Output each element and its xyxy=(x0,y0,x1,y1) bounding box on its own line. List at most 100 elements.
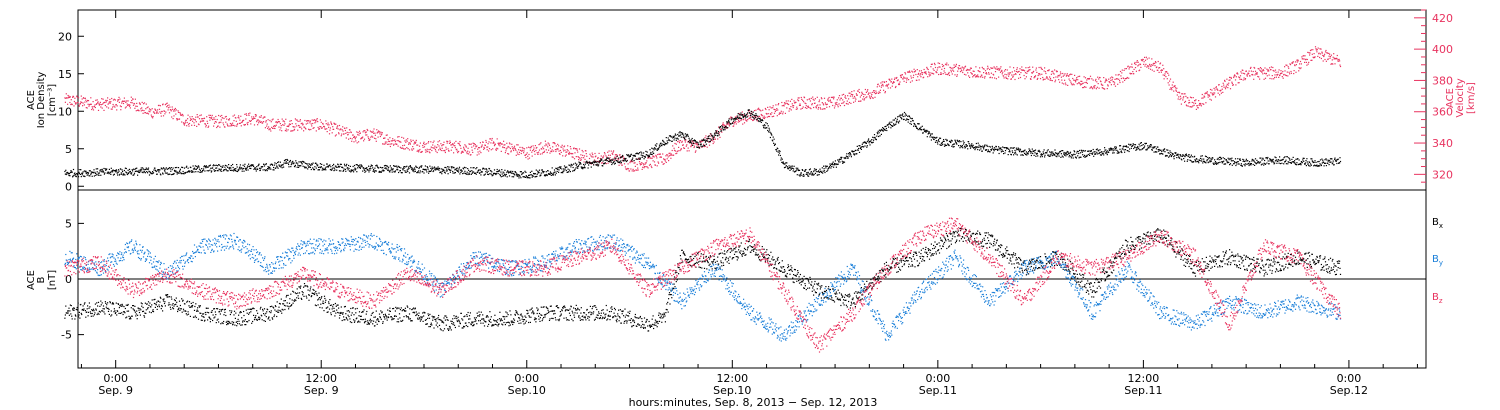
velocity-series-point xyxy=(1177,98,1179,100)
velocity-series-point xyxy=(575,156,577,158)
velocity-series-point xyxy=(648,164,651,166)
velocity-series-point xyxy=(626,168,628,171)
velocity-series-point xyxy=(386,134,388,136)
velocity-series-point xyxy=(868,95,871,97)
velocity-series-point xyxy=(223,124,225,126)
velocity-series-point xyxy=(544,140,546,142)
velocity-series-point xyxy=(677,150,679,152)
density-series-point xyxy=(464,170,466,172)
velocity-series-point xyxy=(90,103,92,105)
density-series-point xyxy=(745,116,747,118)
density-series-point xyxy=(663,141,665,143)
density-series-point xyxy=(762,124,764,127)
velocity-series-point xyxy=(159,105,161,107)
velocity-series-point xyxy=(533,149,535,151)
velocity-series-point xyxy=(961,66,963,68)
density-series-point xyxy=(638,157,640,159)
density-series-point xyxy=(987,151,989,153)
density-series-point xyxy=(223,169,226,171)
density-series-point xyxy=(259,169,261,171)
velocity-series-point xyxy=(668,152,670,154)
density-series-point xyxy=(299,161,301,163)
top-right-ytick-label: 320 xyxy=(1432,168,1453,181)
density-series-point xyxy=(460,169,462,171)
density-series-point xyxy=(1022,150,1024,152)
velocity-series-point xyxy=(634,165,636,167)
velocity-series-point xyxy=(1202,97,1204,99)
velocity-series-point xyxy=(512,148,514,150)
velocity-series-point xyxy=(1000,66,1002,68)
velocity-series-point xyxy=(580,154,582,156)
velocity-series-point xyxy=(85,99,87,101)
density-series-point xyxy=(759,120,761,122)
velocity-series-point xyxy=(507,145,509,148)
density-series-point xyxy=(628,156,631,158)
velocity-series-point xyxy=(480,152,482,154)
velocity-series-point xyxy=(433,147,436,149)
velocity-series-point xyxy=(468,153,470,155)
velocity-series-point xyxy=(844,96,846,98)
density-series-point xyxy=(658,144,661,146)
density-series-point xyxy=(639,158,641,160)
velocity-series-point xyxy=(542,151,544,154)
density-series-point xyxy=(349,165,351,167)
density-series-point xyxy=(600,159,602,161)
density-series-point xyxy=(251,164,253,166)
velocity-series-point xyxy=(182,115,184,117)
velocity-series-point xyxy=(666,154,668,156)
velocity-series-point xyxy=(876,92,878,94)
velocity-series-point xyxy=(1169,80,1171,82)
velocity-series-point xyxy=(175,113,177,115)
velocity-series-point xyxy=(768,115,771,118)
density-series-point xyxy=(588,164,590,166)
density-series-point xyxy=(459,173,461,175)
velocity-series-point xyxy=(1089,87,1091,89)
velocity-series-point xyxy=(707,138,709,140)
velocity-series-point xyxy=(1271,78,1273,80)
density-series-point xyxy=(445,170,447,172)
density-series-point xyxy=(687,134,689,136)
density-series-point xyxy=(835,163,837,165)
density-series-point xyxy=(574,162,576,164)
velocity-series-point xyxy=(925,71,927,73)
velocity-series-point xyxy=(284,130,286,132)
velocity-series-point xyxy=(583,157,585,159)
velocity-series-point xyxy=(1197,107,1199,109)
density-series-point xyxy=(262,166,264,168)
density-series-point xyxy=(588,162,590,164)
velocity-series-point xyxy=(973,75,975,77)
density-series-point xyxy=(208,165,211,167)
velocity-series-point xyxy=(821,98,823,100)
velocity-series-point xyxy=(1189,96,1192,98)
velocity-series-point xyxy=(853,90,855,92)
density-series-point xyxy=(85,172,87,175)
velocity-series-point xyxy=(1127,65,1129,67)
density-series-point xyxy=(892,119,894,121)
density-series-point xyxy=(488,173,490,176)
velocity-series-point xyxy=(1012,75,1014,77)
velocity-series-point xyxy=(1102,84,1104,86)
density-series-point xyxy=(456,170,458,172)
velocity-series-point xyxy=(1300,67,1302,69)
velocity-series-point xyxy=(1266,68,1268,70)
density-series-point xyxy=(384,167,386,169)
density-series-point xyxy=(732,122,734,124)
velocity-series-point xyxy=(102,103,104,105)
density-series-point xyxy=(567,171,569,173)
density-series-point xyxy=(306,163,308,165)
velocity-series-point xyxy=(967,69,969,71)
velocity-series-point xyxy=(812,98,814,100)
velocity-series-point xyxy=(78,105,80,107)
density-series-point xyxy=(245,168,247,171)
velocity-series-point xyxy=(331,132,333,134)
density-series-point xyxy=(140,167,142,169)
density-series-point xyxy=(1014,152,1016,154)
velocity-series-point xyxy=(1032,66,1034,68)
velocity-series-point xyxy=(171,106,173,108)
velocity-series-point xyxy=(1006,74,1008,76)
density-series-point xyxy=(418,166,421,168)
velocity-series-point xyxy=(142,103,145,105)
density-series-point xyxy=(452,170,454,173)
velocity-series-point xyxy=(750,118,752,120)
density-series-point xyxy=(728,120,730,122)
